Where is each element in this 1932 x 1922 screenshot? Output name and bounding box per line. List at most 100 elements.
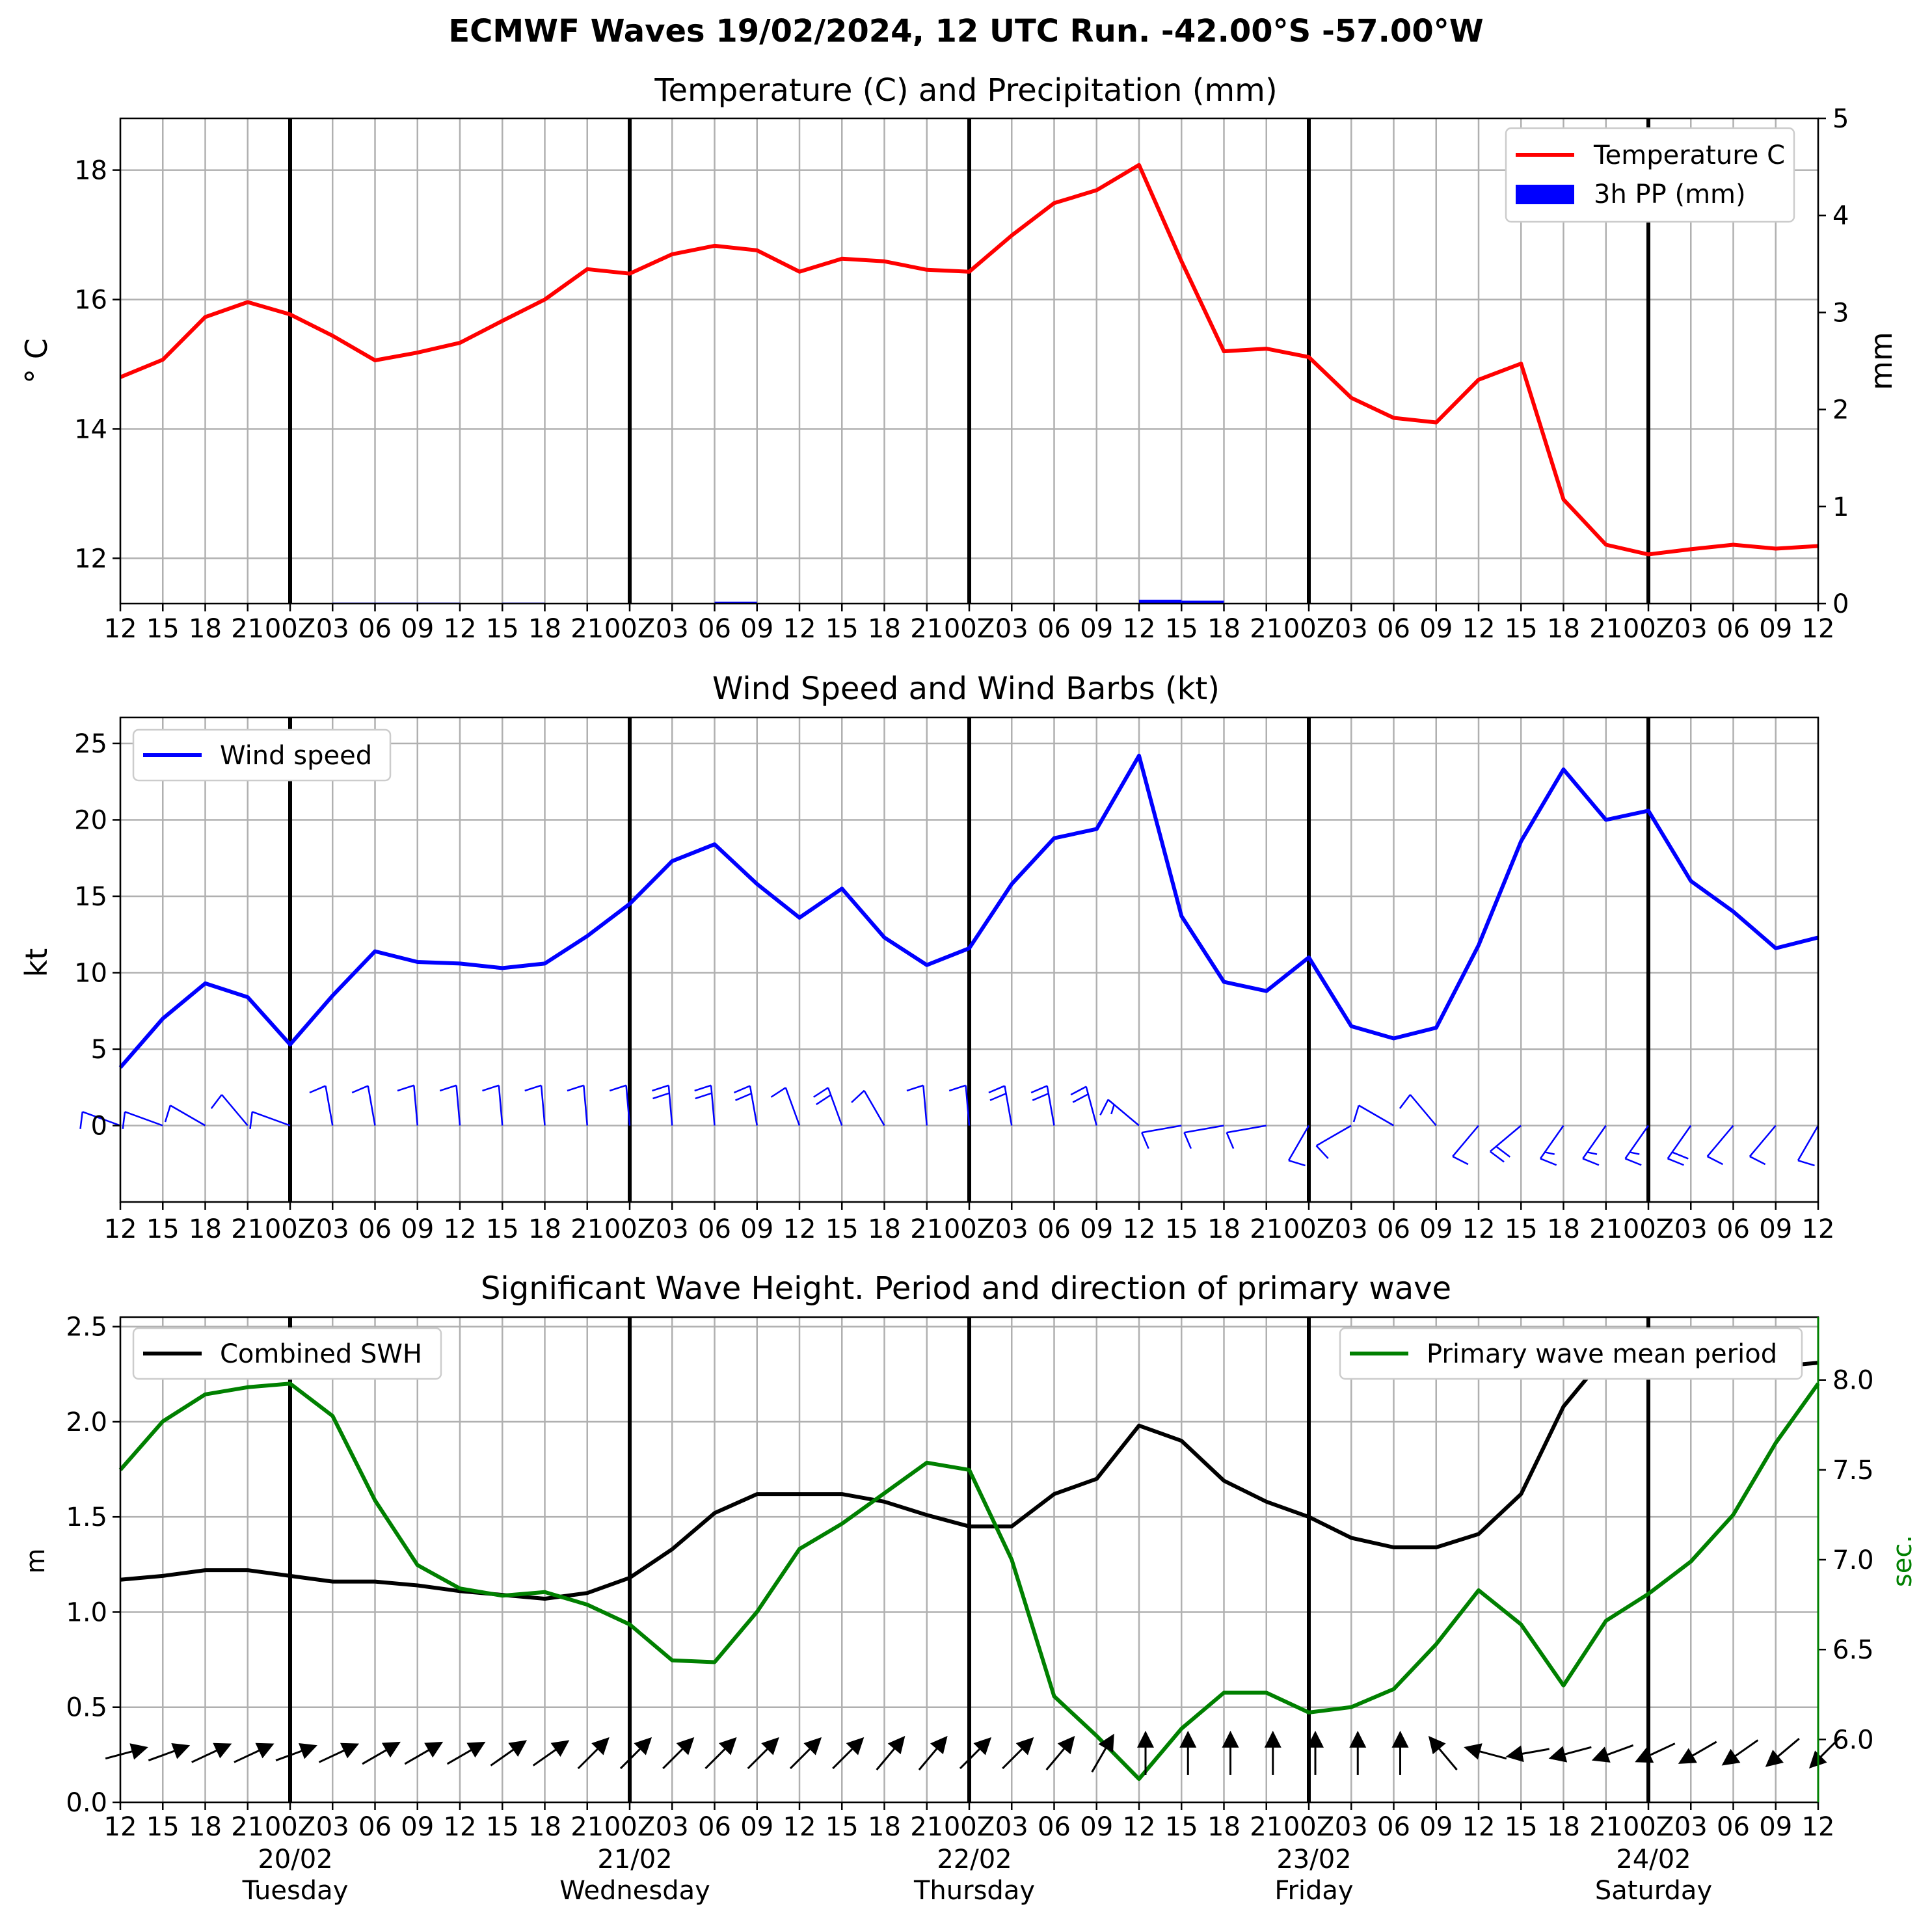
- x-tick-label: 21: [1589, 614, 1622, 644]
- wind-barb: [1287, 1125, 1310, 1167]
- wind-barb-flag: [122, 1112, 126, 1129]
- legend-wind: Wind speed: [132, 728, 392, 782]
- x-tick-label: 00Z: [265, 1214, 315, 1244]
- wind-barb-flag: [1582, 1158, 1600, 1166]
- wind-barb-flag: [1672, 1151, 1689, 1160]
- wind-barb-staff: [124, 1111, 163, 1127]
- wave-direction-arrow: [704, 1737, 737, 1770]
- wave-arrow-head: [1222, 1730, 1239, 1748]
- wave-direction-arrow: [959, 1737, 992, 1770]
- wave-arrow-head: [466, 1741, 486, 1758]
- y2-tick-label: 7.0: [1832, 1545, 1874, 1575]
- wave-arrow-shaft: [234, 1748, 263, 1763]
- x-tick-label: 12: [444, 614, 477, 644]
- wave-arrow-head: [1137, 1730, 1154, 1748]
- x-tick-label: 15: [1165, 1812, 1198, 1842]
- x-tick-label: 03: [1674, 614, 1708, 644]
- wave-arrow-head: [255, 1742, 275, 1759]
- wind-barb-flag: [906, 1084, 924, 1092]
- x-tick-label: 03: [1335, 1214, 1368, 1244]
- legend-label-swh: Combined SWH: [220, 1339, 422, 1369]
- wind-barb-flag: [989, 1093, 1007, 1101]
- x-tick-label: 06: [1377, 1214, 1410, 1244]
- wind-barb-staff: [170, 1104, 206, 1127]
- x-tick-label: 18: [189, 1214, 222, 1244]
- wave-arrow-shaft: [318, 1748, 348, 1763]
- wind-barb-flag: [249, 1112, 253, 1129]
- wave-direction-arrow: [532, 1740, 570, 1767]
- wave-arrow-head: [1015, 1737, 1034, 1755]
- wind-barb: [1315, 1125, 1352, 1159]
- wave-arrow-shaft: [832, 1745, 856, 1770]
- x-tick-label: 15: [825, 614, 859, 644]
- y-tick-label: 25: [74, 729, 107, 759]
- wave-arrow-head: [1505, 1745, 1524, 1763]
- wave-arrow-shaft: [532, 1746, 559, 1767]
- x-tick-label: 09: [740, 1812, 773, 1842]
- x-tick-label: 12: [1462, 1214, 1496, 1244]
- panel-title-temperature: Temperature (C) and Precipitation (mm): [654, 72, 1277, 109]
- wave-arrow-shaft: [1091, 1744, 1109, 1773]
- x-tick-label: 00Z: [944, 1812, 995, 1842]
- x-tick-label: 03: [316, 1812, 349, 1842]
- legend-swh: Combined SWH: [132, 1327, 442, 1380]
- wave-arrow-shaft: [789, 1745, 813, 1770]
- x-tick-label: 00Z: [604, 614, 655, 644]
- wave-arrow-shaft: [959, 1745, 983, 1770]
- wind-barb-flag: [1183, 1132, 1192, 1149]
- wind-barb-flag: [1288, 1159, 1306, 1167]
- x-tick-label: 18: [1547, 614, 1580, 644]
- wave-direction-arrow: [876, 1735, 906, 1770]
- x-tick-label: 18: [1547, 1214, 1580, 1244]
- wind-barb-flag: [851, 1089, 865, 1103]
- wave-direction-arrow: [318, 1742, 360, 1763]
- wave-direction-arrow: [832, 1737, 865, 1770]
- x-tick-label: 00Z: [604, 1812, 655, 1842]
- x-tick-label: 03: [995, 1812, 1028, 1842]
- wave-arrow-shaft: [918, 1745, 940, 1770]
- wave-arrow-shaft: [1002, 1745, 1026, 1770]
- x-tick-label: 21: [1589, 1214, 1622, 1244]
- wind-barb-flag: [1110, 1104, 1115, 1115]
- wind-barb-flag: [482, 1084, 500, 1092]
- wind-barb-flag: [652, 1084, 669, 1092]
- x-tick-label: 03: [1335, 614, 1368, 644]
- wind-barb: [1582, 1125, 1607, 1166]
- wave-direction-arrow: [1091, 1733, 1114, 1773]
- wave-direction-arrow: [1721, 1739, 1759, 1766]
- x-tick-label: 21: [570, 1812, 604, 1842]
- x-tick-label: 00Z: [1623, 1214, 1674, 1244]
- wind-barb-staff: [1706, 1125, 1734, 1157]
- x-tick-label: 18: [1207, 614, 1241, 644]
- x-tick-label: 15: [1165, 614, 1198, 644]
- wind-barb: [79, 1111, 121, 1129]
- x-tick-label: 03: [995, 1214, 1028, 1244]
- swh-line: [120, 1353, 1819, 1601]
- x-tick-label: 21: [231, 1214, 264, 1244]
- wind-barb-flag: [1490, 1151, 1505, 1163]
- wind-barb: [948, 1084, 971, 1126]
- x-tick-label: 12: [783, 1214, 816, 1244]
- y2-tick-label: 2: [1832, 395, 1849, 425]
- x-tick-label: 03: [1335, 1812, 1368, 1842]
- wind-barb: [1452, 1125, 1479, 1166]
- legend-temperature: Temperature C 3h PP (mm): [1505, 127, 1795, 223]
- wave-direction-arrow: [1349, 1730, 1367, 1775]
- legend-swatch-precip: [1516, 185, 1574, 204]
- wind-barb-staff: [1582, 1125, 1607, 1159]
- day-date-label: 22/02: [937, 1845, 1012, 1875]
- x-tick-label: 21: [1250, 1214, 1283, 1244]
- wave-arrow-shaft: [662, 1745, 686, 1770]
- x-tick-label: 00Z: [1283, 1812, 1334, 1842]
- wind-barb: [439, 1084, 461, 1126]
- wind-barb: [1624, 1125, 1650, 1166]
- wind-barb-staff: [827, 1087, 843, 1126]
- y2-tick-label: 6.0: [1832, 1725, 1874, 1755]
- wave-arrow-head: [1591, 1746, 1611, 1763]
- x-tick-label: 09: [401, 1812, 434, 1842]
- wave-arrow-head: [129, 1743, 148, 1760]
- wind-panel: Wind Speed and Wind Barbs (kt) kt 0 5 10 15…: [19, 671, 1834, 1244]
- wave-arrow-head: [213, 1742, 232, 1759]
- x-tick-label: 09: [401, 614, 434, 644]
- wind-barb-flag: [1030, 1085, 1048, 1094]
